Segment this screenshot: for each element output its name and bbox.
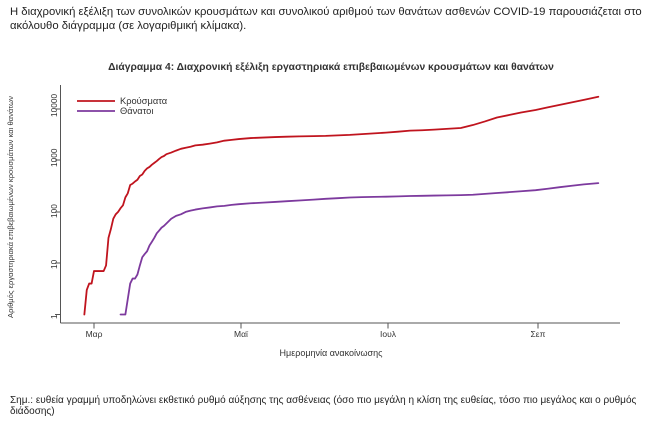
svg-text:Μαρ: Μαρ xyxy=(86,329,103,339)
svg-text:10000: 10000 xyxy=(49,94,59,117)
svg-text:Μαϊ: Μαϊ xyxy=(234,329,249,339)
svg-text:Σεπ: Σεπ xyxy=(531,329,546,339)
svg-text:1000: 1000 xyxy=(49,148,59,167)
svg-text:100: 100 xyxy=(49,204,59,218)
svg-text:Θάνατοι: Θάνατοι xyxy=(120,106,153,116)
svg-text:Κρούσματα: Κρούσματα xyxy=(120,96,168,106)
svg-text:10: 10 xyxy=(49,259,59,269)
svg-text:Ιουλ: Ιουλ xyxy=(380,329,397,339)
